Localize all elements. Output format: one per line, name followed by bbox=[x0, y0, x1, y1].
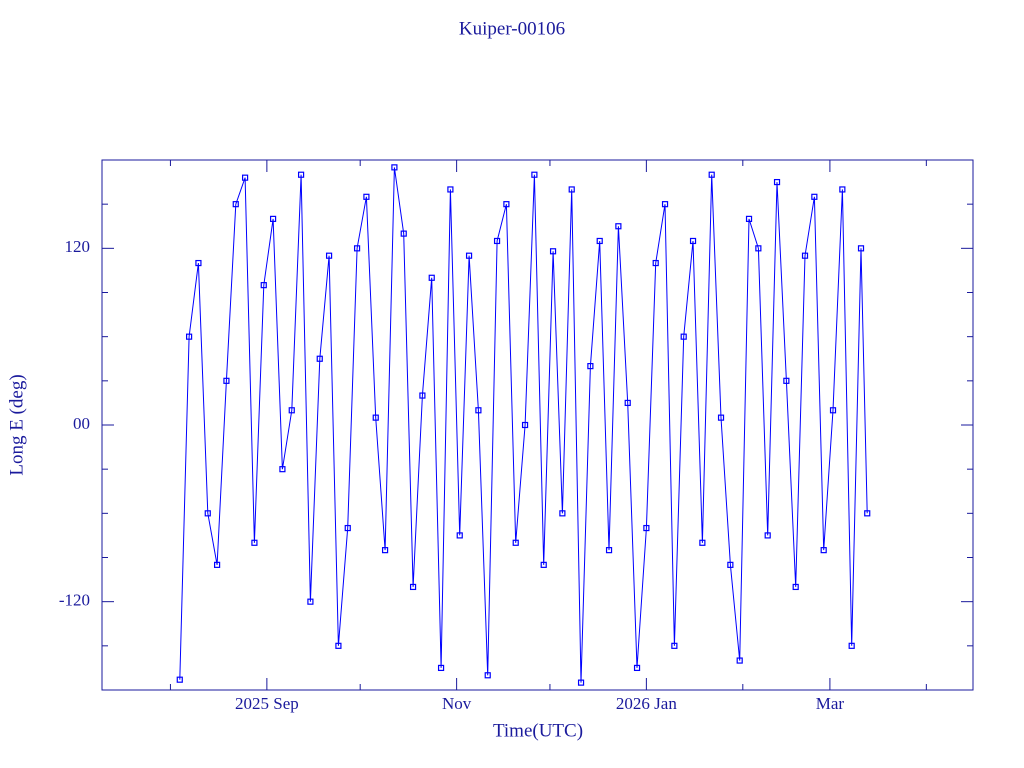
data-point bbox=[223, 377, 230, 384]
data-point bbox=[864, 510, 871, 517]
data-point bbox=[335, 642, 342, 649]
data-point bbox=[521, 421, 529, 429]
data-point bbox=[176, 676, 183, 683]
series-line bbox=[179, 167, 868, 683]
data-point bbox=[615, 223, 622, 230]
data-point bbox=[465, 252, 473, 259]
data-point bbox=[186, 333, 193, 340]
data-point bbox=[363, 193, 370, 200]
x-tick-label: 2026 Jan bbox=[616, 694, 677, 713]
x-tick-label: Nov bbox=[442, 694, 472, 713]
data-point bbox=[699, 539, 706, 546]
data-point bbox=[745, 215, 753, 222]
chart-title: Kuiper-00106 bbox=[459, 18, 565, 39]
data-point bbox=[381, 547, 389, 554]
data-point bbox=[857, 245, 865, 252]
data-point bbox=[540, 561, 547, 568]
data-point bbox=[241, 174, 249, 181]
data-point bbox=[671, 642, 678, 649]
data-point bbox=[503, 201, 510, 208]
data-point bbox=[755, 245, 762, 252]
data-point bbox=[839, 186, 846, 193]
data-point bbox=[587, 363, 594, 370]
data-point bbox=[727, 561, 734, 568]
data-point bbox=[605, 547, 613, 554]
data-point bbox=[783, 377, 790, 384]
data-point bbox=[213, 561, 221, 568]
data-point bbox=[447, 186, 454, 193]
data-point bbox=[316, 355, 323, 362]
data-point bbox=[689, 237, 697, 245]
data-point bbox=[269, 215, 277, 222]
data-point bbox=[811, 193, 818, 200]
data-point bbox=[708, 171, 715, 178]
data-point bbox=[512, 539, 519, 546]
data-point bbox=[848, 642, 855, 649]
data-point bbox=[801, 252, 809, 259]
data-point bbox=[633, 664, 641, 672]
plot-frame bbox=[101, 159, 974, 691]
y-tick-label: 00 bbox=[73, 414, 90, 433]
data-point bbox=[577, 679, 585, 686]
data-point bbox=[792, 583, 799, 591]
data-point bbox=[652, 259, 659, 267]
data-point bbox=[596, 237, 603, 245]
data-point bbox=[400, 230, 407, 237]
data-point bbox=[820, 547, 827, 554]
data-point bbox=[531, 171, 538, 178]
data-point bbox=[568, 186, 575, 193]
data-point bbox=[475, 407, 482, 414]
data-point bbox=[680, 333, 687, 340]
data-point bbox=[829, 407, 837, 414]
data-point bbox=[232, 201, 239, 208]
data-point bbox=[372, 414, 379, 421]
data-point bbox=[297, 171, 305, 178]
data-point bbox=[773, 178, 781, 186]
y-tick-label: -120 bbox=[59, 591, 90, 610]
x-axis-label: Time(UTC) bbox=[493, 720, 583, 741]
data-point bbox=[643, 524, 650, 532]
y-axis-label: Long E (deg) bbox=[6, 374, 27, 475]
data-point bbox=[251, 539, 258, 546]
data-point bbox=[456, 532, 463, 539]
data-point bbox=[764, 532, 771, 539]
data-point bbox=[661, 201, 669, 208]
data-point bbox=[419, 392, 426, 399]
data-point bbox=[391, 164, 398, 171]
data-point bbox=[195, 259, 202, 267]
data-point bbox=[344, 524, 351, 532]
x-tick-label: 2025 Sep bbox=[235, 694, 299, 713]
data-point bbox=[624, 399, 631, 407]
y-tick-label: 120 bbox=[65, 237, 91, 256]
x-tick-label: Mar bbox=[816, 694, 845, 713]
data-point bbox=[325, 252, 333, 259]
data-point bbox=[484, 672, 491, 679]
data-point bbox=[437, 664, 445, 672]
data-point bbox=[717, 414, 725, 421]
data-point bbox=[288, 407, 295, 414]
data-point bbox=[493, 237, 501, 245]
data-point bbox=[260, 282, 267, 289]
data-point bbox=[409, 583, 417, 591]
data-point bbox=[353, 245, 361, 252]
data-point bbox=[428, 274, 435, 281]
data-point bbox=[307, 598, 314, 605]
data-point bbox=[549, 248, 557, 255]
data-point bbox=[279, 466, 286, 473]
data-point bbox=[736, 657, 743, 664]
data-point bbox=[204, 510, 211, 517]
data-point bbox=[559, 510, 566, 517]
